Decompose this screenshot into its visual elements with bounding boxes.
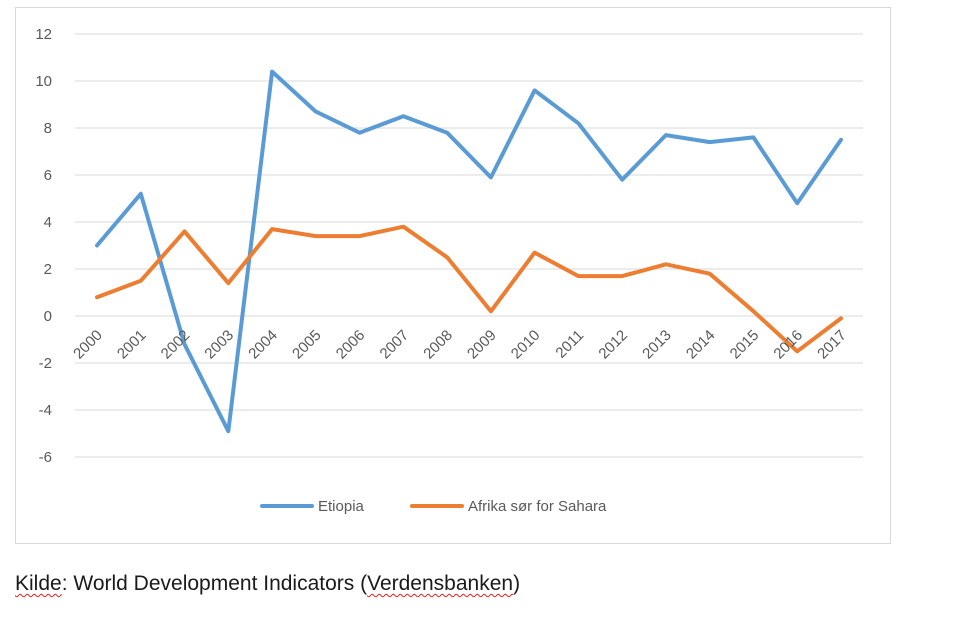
x-tick-label: 2010 (508, 327, 544, 363)
x-tick-label: 2006 (333, 327, 369, 363)
legend-label: Etiopia (318, 498, 365, 515)
y-tick-label: 8 (44, 120, 52, 137)
series-line-etiopia (95, 69, 843, 434)
x-tick-label: 2015 (727, 327, 763, 363)
x-tick-label: 2014 (683, 327, 719, 363)
x-tick-label: 2012 (595, 327, 631, 363)
chart-svg: 12 10 8 6 4 2 0 -2 -4 -6 2000 2001 2002 2003 2004 2005… (35, 26, 863, 515)
y-tick-labels: 12 10 8 6 4 2 0 -2 -4 -6 (35, 26, 52, 466)
x-tick-label: 2013 (639, 327, 675, 363)
series-line-afrika-sor-for-sahara (95, 224, 843, 354)
series-lines (95, 69, 843, 434)
x-tick-label: 2001 (114, 327, 150, 363)
x-tick-label: 2007 (377, 327, 413, 363)
legend: Etiopia Afrika sør for Sahara (260, 498, 607, 515)
x-tick-label: 2002 (158, 327, 194, 363)
source-middle: : World Development Indicators ( (61, 572, 368, 595)
x-tick-label: 2000 (70, 327, 106, 363)
source-suffix: ) (513, 572, 521, 595)
source-publisher: Verdensbanken (367, 572, 514, 595)
x-tick-label: 2011 (552, 327, 587, 362)
y-tick-label: 10 (35, 73, 52, 90)
y-tick-label: 0 (44, 308, 52, 325)
y-tick-label: -4 (39, 402, 52, 419)
y-tick-label: 4 (44, 214, 52, 231)
y-tick-label: 12 (35, 26, 52, 43)
x-tick-label: 2008 (420, 327, 456, 363)
x-tick-labels: 2000 2001 2002 2003 2004 2005 2006 2007 2008 2009… (70, 327, 850, 363)
x-tick-label: 2003 (202, 327, 238, 363)
y-tick-label: 6 (44, 167, 52, 184)
source-prefix: Kilde (15, 572, 62, 595)
x-tick-label: 2009 (464, 327, 500, 363)
x-tick-label: 2004 (245, 327, 281, 363)
x-tick-label: 2005 (289, 327, 325, 363)
y-tick-label: -6 (39, 449, 52, 466)
legend-label: Afrika sør for Sahara (468, 498, 607, 515)
y-tick-label: -2 (39, 355, 52, 372)
gridlines (75, 33, 863, 458)
source-note: Kilde: World Development Indicators (Ver… (15, 572, 520, 596)
chart-frame (15, 7, 891, 544)
y-tick-label: 2 (44, 261, 52, 278)
